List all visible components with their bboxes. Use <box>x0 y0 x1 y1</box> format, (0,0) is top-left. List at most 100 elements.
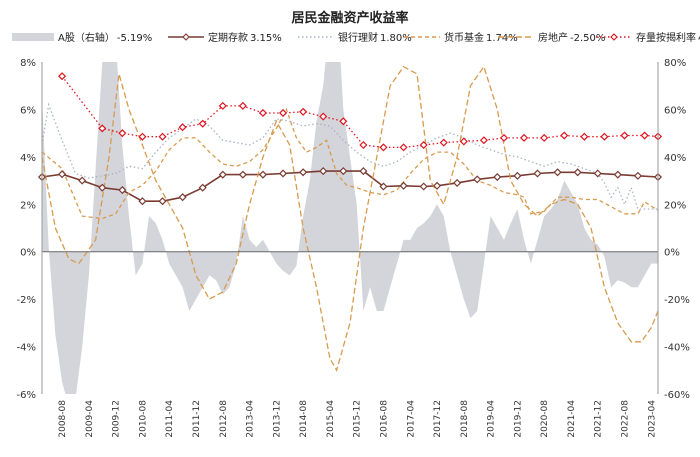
y-left-tick-label: -2% <box>17 295 36 306</box>
series-marker <box>533 169 542 178</box>
y-right-tick-label: 80% <box>664 58 686 69</box>
y-left-tick-label: 2% <box>20 200 36 211</box>
series-line-money-fund <box>42 107 658 220</box>
series-marker <box>573 168 582 177</box>
x-tick-label: 2017-04 <box>406 400 416 438</box>
legend-label: 存量按揭利率 <box>636 31 696 44</box>
series-marker <box>640 131 649 140</box>
series-marker <box>399 143 408 152</box>
legend-marker <box>182 33 190 41</box>
plot-area <box>37 62 663 394</box>
series-marker <box>238 170 247 179</box>
series-marker <box>499 133 509 142</box>
series-area-a-share <box>42 62 658 394</box>
series-marker <box>540 133 549 142</box>
series-marker <box>379 182 388 191</box>
x-tick-label: 2011-12 <box>192 400 202 438</box>
series-marker <box>78 176 87 185</box>
x-tick-label: 2015-04 <box>326 400 336 438</box>
series-marker <box>138 132 147 141</box>
legend: A股（右轴） -5.19% 定期存款 3.15% 银行理财 1.80% 货币基金 1.74% 房… <box>12 31 700 44</box>
series-line-mortgage-rate <box>61 75 658 149</box>
series-line-real-estate <box>42 65 658 372</box>
series-marker <box>258 170 268 179</box>
series-marker <box>513 171 522 180</box>
series-marker <box>613 170 622 179</box>
series-marker <box>633 171 642 180</box>
x-tick-label: 2021-12 <box>594 400 604 438</box>
x-tick-label: 2009-12 <box>112 400 122 438</box>
y-right-tick-label: 40% <box>664 153 686 164</box>
series-marker <box>479 136 488 145</box>
x-tick-label: 2010-08 <box>138 400 148 438</box>
legend-label: 房地产 <box>538 31 568 44</box>
y-right-tick-label: 60% <box>664 105 686 116</box>
series-marker <box>278 108 288 118</box>
series-marker <box>198 119 207 128</box>
legend-value: 1.80% <box>380 33 412 44</box>
y-left-tick-label: 6% <box>20 105 36 116</box>
legend-swatch <box>12 33 54 41</box>
series-marker <box>178 193 187 202</box>
series-marker <box>158 197 167 206</box>
series-marker <box>493 172 502 182</box>
series-marker <box>553 168 562 177</box>
y-left-tick-label: 0% <box>20 248 36 259</box>
y-right-tick-label: -60% <box>664 390 690 401</box>
legend-marker <box>610 33 618 41</box>
series-marker <box>198 183 207 192</box>
x-tick-label: 2021-04 <box>567 400 577 438</box>
series-marker <box>600 132 609 141</box>
series-line-bank-wmp <box>42 102 658 210</box>
x-tick-label: 2014-08 <box>299 400 309 438</box>
series-marker <box>218 101 227 110</box>
x-tick-label: 2020-08 <box>540 400 550 438</box>
legend-label: 定期存款 <box>208 31 248 44</box>
legend-value: 3.15% <box>250 33 282 44</box>
series-marker <box>560 131 569 140</box>
legend-value: 4.86% <box>698 33 700 44</box>
x-tick-label: 2012-08 <box>219 400 229 438</box>
series-marker <box>399 181 408 190</box>
series-marker <box>98 124 107 133</box>
series-marker <box>98 183 107 192</box>
x-tick-label: 2015-12 <box>353 400 363 438</box>
series-marker <box>439 138 448 147</box>
series-marker <box>58 72 67 81</box>
series-marker <box>359 167 368 176</box>
y-left-tick-label: -6% <box>17 390 36 401</box>
series-marker <box>339 167 348 176</box>
y-right-tick-label: -20% <box>664 295 690 306</box>
series-marker <box>178 123 187 132</box>
y-right-tick-label: 20% <box>664 200 686 211</box>
series-marker <box>299 107 308 116</box>
series-marker <box>118 129 127 138</box>
x-tick-label: 2013-12 <box>272 400 282 438</box>
series-marker <box>459 137 468 146</box>
series-marker <box>278 169 288 178</box>
series-marker <box>238 101 247 110</box>
axes: -6% -4% -2% 0% 2% 4% 6% 8% -60% -40% -20% 0% 20% 40% 6… <box>17 58 690 438</box>
series-marker <box>339 117 348 126</box>
legend-value: -5.19% <box>117 33 152 44</box>
x-tick-label: 2022-08 <box>621 400 631 438</box>
series-marker <box>580 132 589 141</box>
series-marker <box>432 181 442 190</box>
series-marker <box>453 178 462 187</box>
y-right-tick-label: -40% <box>664 343 690 354</box>
x-tick-label: 2016-08 <box>379 400 389 438</box>
x-tick-label: 2017-12 <box>433 400 443 438</box>
x-tick-label: 2023-04 <box>647 400 657 438</box>
series-marker <box>258 108 268 118</box>
series-marker <box>419 182 428 191</box>
x-tick-label: 2011-04 <box>165 400 175 438</box>
series-marker <box>299 168 308 177</box>
y-right-tick-label: 0% <box>664 248 680 259</box>
legend-label: 货币基金 <box>444 31 484 44</box>
series-marker <box>319 167 328 176</box>
x-tick-label: 2019-12 <box>513 400 523 438</box>
series-marker <box>593 169 602 178</box>
legend-label: A股（右轴） <box>58 31 115 44</box>
